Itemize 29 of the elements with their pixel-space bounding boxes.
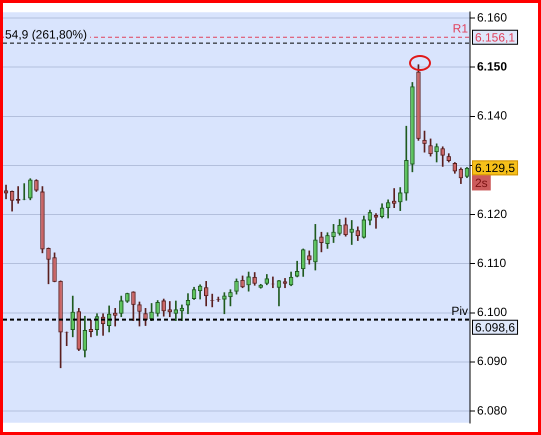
y-tick-label: 6.160 xyxy=(477,10,508,24)
ref-line-label: Piv xyxy=(451,304,468,318)
candlestick xyxy=(374,213,378,229)
candlestick xyxy=(282,278,288,288)
y-tick-label: 6.100 xyxy=(477,305,508,320)
candlestick xyxy=(28,178,32,200)
text: 6.156,1 xyxy=(475,30,516,45)
text: 2s xyxy=(475,176,488,190)
candlestick xyxy=(301,248,306,277)
text: 6.098,6 xyxy=(475,320,516,335)
candlestick xyxy=(162,298,166,317)
y-tick-label: 6.120 xyxy=(477,206,508,221)
y-tick-label: 6.140 xyxy=(477,108,508,123)
candlestick xyxy=(440,146,445,167)
y-tick-label: 6.150 xyxy=(477,60,508,74)
candlestick xyxy=(70,296,75,338)
ref-line-label: R1 xyxy=(452,22,468,36)
candlestick xyxy=(76,308,81,351)
y-tick-label: 6.080 xyxy=(477,403,508,418)
candlestick xyxy=(398,187,402,211)
annotation: 54,9 (261,80%) xyxy=(5,27,88,42)
candlestick xyxy=(252,272,257,286)
y-tick-label: 6.090 xyxy=(477,354,508,368)
text: 6.129,5 xyxy=(475,161,516,176)
candlestick xyxy=(168,301,172,318)
candlestick xyxy=(119,296,124,318)
y-tick-label: 6.110 xyxy=(477,256,506,270)
candlestick xyxy=(446,153,451,162)
candlestick xyxy=(356,226,360,241)
